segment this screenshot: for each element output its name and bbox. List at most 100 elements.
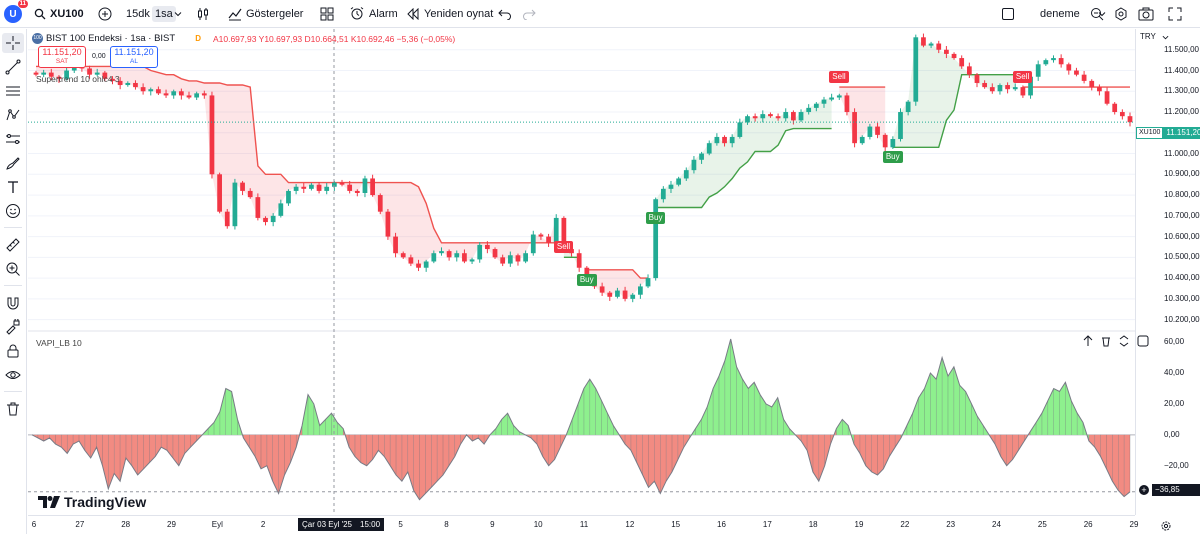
oscillator-pane	[28, 338, 1135, 501]
oscillator-negative-area	[531, 434, 537, 445]
time-axis-label: 28	[121, 520, 131, 529]
buy-button[interactable]: 11.151,20 AL	[110, 46, 158, 68]
chart-area[interactable]: 100 BIST 100 Endeksi · 1sa · BIST D A10.…	[28, 29, 1149, 515]
chart-canvas[interactable]	[28, 29, 1135, 515]
redo-button[interactable]	[522, 0, 536, 28]
symbol-search-button[interactable]: XU100	[34, 0, 84, 28]
time-axis-label: Eyl	[211, 520, 223, 529]
emoji-tool[interactable]	[2, 201, 24, 221]
horizontal-lines-tool[interactable]	[2, 81, 24, 101]
candle-body	[1127, 116, 1133, 123]
axis-settings-button[interactable]	[1160, 519, 1172, 537]
pattern-tool[interactable]	[2, 105, 24, 125]
symbol-title[interactable]: BIST 100 Endeksi · 1sa · BIST	[46, 33, 176, 44]
layout-checkbox	[1002, 8, 1014, 20]
price-axis-label: 10.300,00	[1164, 293, 1200, 303]
lock-all-tool[interactable]	[2, 341, 24, 361]
interval-15m[interactable]: 15dk	[126, 0, 150, 28]
oscillator-negative-area	[131, 434, 138, 475]
candle-body	[722, 136, 727, 144]
candle-body	[240, 182, 245, 191]
candle-body	[286, 190, 291, 204]
interval-1h[interactable]: 1sa	[152, 0, 176, 28]
oscillator-positive-area	[748, 382, 755, 435]
candle-body	[691, 159, 697, 171]
ruler-tool[interactable]	[2, 235, 24, 255]
candle-body	[760, 114, 766, 119]
time-axis[interactable]: 6272829Eyl234589101112151617181922232425…	[28, 515, 1138, 534]
zoom-tool[interactable]	[2, 259, 24, 279]
supertrend-legend[interactable]: Supertrend 10 ohlc4 3	[36, 74, 120, 84]
oscillator-negative-area	[625, 434, 631, 451]
price-axis-label: 11.300,00	[1164, 86, 1199, 96]
time-axis-label: 27	[75, 520, 85, 529]
arrow-up-icon[interactable]	[1083, 335, 1093, 347]
text-tool[interactable]	[2, 177, 24, 197]
oscillator-negative-area	[114, 434, 121, 482]
replay-button[interactable]: Yeniden oynat	[406, 0, 493, 28]
oscillator-positive-area	[331, 413, 338, 435]
interval-dropdown[interactable]	[174, 0, 182, 28]
candle-body	[982, 82, 988, 88]
settings-icon	[1115, 7, 1127, 21]
oscillator-negative-area	[272, 434, 279, 494]
oscillator-negative-area	[812, 434, 819, 482]
last-price-tag: XU100 11.151,20	[1136, 127, 1200, 139]
oscillator-positive-area	[1041, 400, 1048, 435]
oscillator-legend[interactable]: VAPI_LB 10	[36, 338, 82, 348]
crosshair-tool[interactable]	[2, 33, 24, 53]
oscillator-positive-area	[965, 391, 972, 435]
alert-button[interactable]: Alarm	[350, 0, 398, 28]
measure-lines-tool[interactable]	[2, 129, 24, 149]
interval-15m-label: 15dk	[126, 8, 150, 20]
candle-body	[362, 178, 368, 193]
undo-button[interactable]	[498, 0, 512, 28]
layout-menu-button[interactable]: deneme	[1002, 0, 1106, 28]
magnet-tool[interactable]	[2, 293, 24, 313]
candle-body	[546, 236, 551, 243]
lock-drawing-tool[interactable]	[2, 317, 24, 337]
hide-drawings-tool[interactable]	[2, 365, 24, 385]
maximize-icon[interactable]	[1137, 335, 1149, 347]
oscillator-negative-area	[354, 434, 361, 463]
buy-price: 11.151,20	[114, 47, 154, 57]
settings-button[interactable]	[1114, 0, 1128, 28]
compare-button[interactable]	[98, 0, 112, 28]
time-axis-label: 2	[260, 520, 266, 529]
indicators-button[interactable]: Göstergeler	[228, 0, 303, 28]
interval-1h-label: 1sa	[152, 6, 176, 22]
oscillator-negative-area	[290, 434, 297, 463]
candle-body	[41, 72, 47, 75]
candle-body	[316, 184, 322, 191]
add-alert-icon[interactable]: +	[1139, 485, 1149, 495]
chart-type-button[interactable]	[196, 0, 210, 28]
layouts-button[interactable]	[320, 0, 334, 28]
collapse-icon[interactable]	[1119, 335, 1129, 347]
fullscreen-button[interactable]	[1168, 0, 1182, 28]
tradingview-watermark: TradingView	[38, 494, 146, 510]
candle-body	[821, 99, 827, 104]
candle-body	[813, 103, 819, 108]
oscillator-negative-area	[648, 434, 655, 488]
oscillator-negative-area	[548, 434, 555, 466]
alert-label: Alarm	[369, 8, 398, 20]
oscillator-negative-area	[871, 434, 878, 475]
time-axis-label: 23	[946, 520, 956, 529]
candle-body	[974, 74, 980, 83]
trash-icon[interactable]	[1101, 335, 1111, 347]
brush-tool[interactable]	[2, 153, 24, 173]
avatar[interactable]: U 11	[4, 0, 28, 28]
sell-button[interactable]: 11.151,20 SAT	[38, 46, 86, 68]
remove-drawings-tool[interactable]	[2, 399, 24, 419]
candle-body	[905, 101, 911, 113]
candle-body	[676, 178, 682, 185]
price-axis[interactable]: TRY 11.500,00 11.400,00 11.300,00 11.200,00…	[1135, 29, 1200, 531]
currency-label[interactable]: TRY	[1140, 32, 1156, 41]
oscillator-negative-area	[96, 434, 103, 466]
toolbar-divider	[4, 227, 22, 228]
candle-body	[898, 112, 903, 140]
oscillator-positive-area	[507, 413, 514, 435]
trend-line-tool[interactable]	[2, 57, 24, 77]
screenshot-button[interactable]	[1138, 0, 1154, 28]
quick-search-button[interactable]	[1090, 0, 1104, 28]
